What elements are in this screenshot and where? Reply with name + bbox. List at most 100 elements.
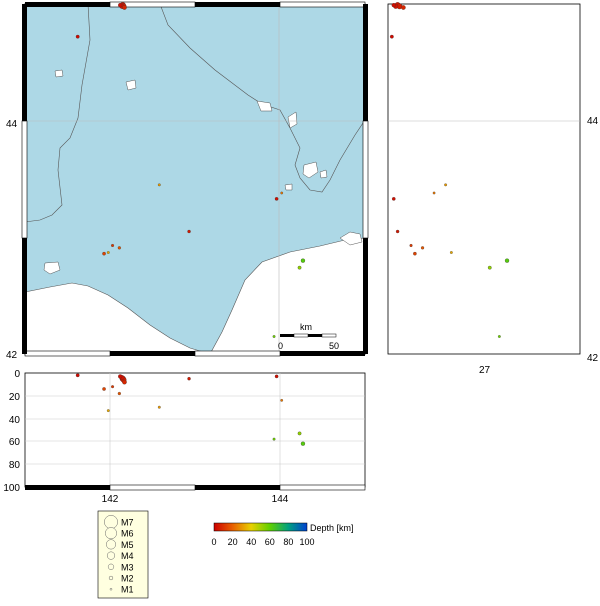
lat-label-bottom: 42: [6, 350, 18, 361]
legend-label: M6: [121, 529, 134, 539]
hokkaido-landmass: [24, 3, 366, 355]
legend-symbol: [107, 563, 115, 570]
magnitude-legend-box: [97, 510, 149, 599]
event-marker: [187, 377, 191, 381]
event-marker: [432, 191, 436, 195]
event-marker: [401, 5, 406, 10]
event-marker: [297, 431, 302, 436]
lake: [284, 183, 293, 191]
colorbar-tick: 20: [228, 537, 238, 547]
legend-label: M4: [121, 551, 134, 561]
event-marker: [117, 391, 121, 396]
right-section-frame: [387, 3, 581, 355]
event-marker: [272, 437, 276, 441]
lake: [287, 111, 298, 129]
legend-label: M5: [121, 540, 134, 550]
event-marker: [118, 3, 123, 8]
frame-ticks-left: [21, 4, 28, 354]
colorbar-tick: 40: [246, 537, 256, 547]
event-marker: [102, 387, 106, 391]
event-marker: [391, 3, 396, 8]
event-marker: [395, 229, 400, 234]
frame-ticks-bottom: [24, 350, 365, 357]
event-marker: [111, 243, 115, 247]
event-marker: [111, 385, 115, 389]
depth-y-tick: 100: [3, 483, 20, 494]
lake: [256, 100, 273, 112]
colorbar-tick: 0: [211, 537, 216, 547]
scale-bar-start: 0: [278, 341, 283, 351]
event-marker: [497, 335, 501, 338]
event-marker: [157, 183, 161, 187]
event-marker: [106, 251, 110, 254]
event-marker: [504, 258, 510, 263]
depth-y-tick: 20: [9, 392, 21, 403]
depth-x-tick: 142: [102, 494, 119, 505]
island: [125, 79, 137, 91]
map-events-layer: [75, 2, 306, 338]
event-marker: [102, 251, 106, 256]
colorbar-label: Depth [km]: [310, 523, 354, 533]
scale-bar-end: 50: [329, 341, 339, 351]
island: [43, 261, 61, 275]
lake: [302, 161, 319, 179]
right-events-layer: [389, 2, 510, 338]
event-marker: [157, 405, 161, 409]
event-marker: [122, 379, 127, 385]
scale-bar-unit: km: [300, 322, 312, 332]
island: [54, 69, 64, 78]
event-marker: [297, 265, 302, 270]
event-marker: [122, 5, 127, 10]
event-marker: [449, 251, 453, 254]
legend-symbol: [106, 551, 116, 560]
depth-y-tick: 60: [9, 437, 21, 448]
depth-x-tick: 144: [272, 494, 289, 505]
scale-bar: km 0 50: [278, 322, 339, 351]
event-marker: [280, 399, 284, 402]
right-section[interactable]: 44 42 27: [387, 2, 599, 376]
event-marker: [487, 265, 492, 270]
nemuro-peninsula: [339, 231, 363, 246]
colorbar-gradient: [213, 522, 308, 532]
colorbar-tick: 80: [283, 537, 293, 547]
depth-y-tick: 0: [14, 369, 20, 380]
event-marker: [280, 191, 284, 195]
depth-colorbar: Depth [km] 0 20 40 60 80 100: [211, 522, 354, 547]
main-map[interactable]: 44 42 km 0 50: [6, 1, 369, 361]
event-marker: [106, 409, 110, 413]
event-marker: [391, 197, 396, 201]
lake: [319, 169, 328, 179]
legend-label: M7: [121, 518, 134, 528]
event-marker: [274, 374, 279, 379]
legend-symbol: [108, 575, 114, 581]
event-marker: [117, 246, 121, 250]
right-x-tick: 27: [479, 365, 491, 376]
colorbar-tick: 100: [299, 537, 314, 547]
event-marker: [444, 183, 448, 187]
event-marker: [300, 441, 306, 446]
right-lat-label-top: 44: [587, 116, 599, 127]
depth-y-tick: 40: [9, 415, 21, 426]
event-marker: [274, 197, 279, 201]
frame-ticks-right: [362, 4, 369, 354]
legend-symbol: [105, 527, 117, 540]
event-marker: [187, 229, 191, 234]
lat-label-top: 44: [6, 119, 18, 130]
frame-ticks-top: [25, 1, 366, 8]
event-marker: [75, 373, 80, 378]
event-marker: [118, 374, 123, 379]
depth-section[interactable]: 0 20 40 60 80 100 142 144: [3, 369, 366, 505]
legend-symbol: [104, 515, 118, 529]
depth-y-tick: 80: [9, 460, 21, 471]
event-marker: [389, 34, 394, 39]
legend-label: M1: [121, 585, 134, 595]
depth-gridlines: [25, 373, 365, 487]
depth-events-layer: [75, 373, 306, 446]
event-marker: [300, 258, 306, 263]
legend-label: M2: [121, 574, 134, 584]
legend-symbol: [106, 539, 116, 550]
depth-section-frame: [24, 372, 366, 488]
event-marker: [413, 251, 417, 256]
sea-of-okhotsk: [160, 4, 365, 192]
event-marker: [420, 246, 425, 250]
